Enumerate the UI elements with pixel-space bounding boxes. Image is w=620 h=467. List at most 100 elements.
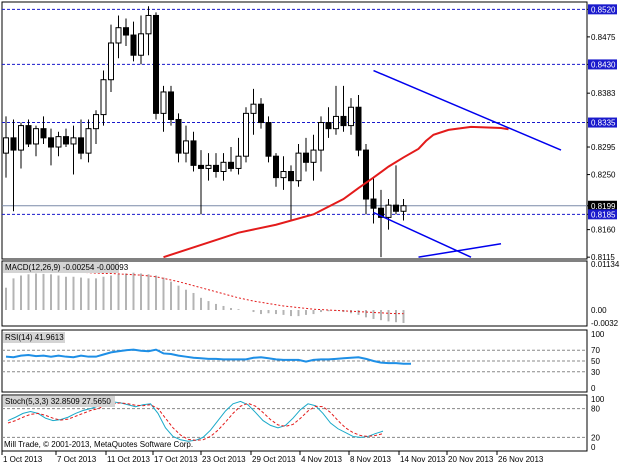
candle-body-bull — [385, 204, 392, 218]
level-price-box — [588, 59, 617, 70]
price-label: 0.8475 — [591, 33, 616, 42]
candle-body-bull — [348, 106, 354, 127]
candle-body-bull — [85, 128, 92, 154]
candle-body-bear — [153, 14, 159, 114]
stoch-axis-label: 80 — [591, 405, 600, 414]
candle — [400, 199, 407, 221]
rsi-axis-label: 50 — [591, 357, 600, 366]
time-label: 11 Oct 2013 — [107, 455, 151, 464]
candle-body-bear — [363, 149, 369, 200]
trend-line[interactable] — [418, 242, 502, 258]
candle-body-bull — [70, 137, 77, 145]
candle — [25, 119, 32, 148]
candle — [205, 153, 212, 181]
candle-body-bear — [78, 137, 84, 154]
rsi-axis-label: 30 — [591, 368, 600, 377]
candle-body-bear — [378, 207, 384, 218]
price-label: 0.8250 — [591, 171, 616, 180]
candle — [3, 116, 9, 178]
candle-body-bear — [273, 155, 279, 179]
candle — [355, 95, 362, 157]
stochastic-panel[interactable] — [2, 400, 587, 442]
candle-body-bull — [295, 152, 302, 182]
candle — [153, 12, 159, 120]
trend-line[interactable] — [373, 69, 562, 151]
candle — [235, 137, 242, 175]
candle — [198, 150, 204, 215]
candle-body-bear — [63, 136, 69, 145]
candle — [85, 119, 92, 163]
price-label: 0.8295 — [591, 143, 616, 152]
candle-body-bull — [138, 33, 144, 56]
candle — [258, 98, 264, 129]
candle — [123, 18, 129, 47]
candle — [228, 147, 234, 172]
candle — [243, 107, 249, 163]
price-panel[interactable] — [2, 6, 587, 259]
stoch-label: Stoch(5,3,3) 32.8509 27.5650 — [5, 397, 111, 406]
time-label: 8 Nov 2013 — [350, 455, 391, 464]
candle-body-bear — [265, 122, 272, 157]
stoch-axis-label: 20 — [591, 433, 600, 442]
price-label: 0.8383 — [591, 89, 616, 98]
macd-label: MACD(12,26,9) -0.00254 -0.00093 — [5, 263, 129, 272]
candle — [303, 137, 309, 172]
candle — [55, 131, 62, 157]
candle — [385, 199, 392, 230]
time-label: 1 Oct 2013 — [3, 455, 43, 464]
trend-line[interactable] — [373, 211, 472, 258]
macd-panel[interactable] — [5, 268, 405, 323]
candle — [333, 85, 339, 135]
candle-body-bull — [235, 155, 242, 169]
stoch-axis-label: 0 — [591, 443, 596, 452]
price-axis: 0.8520 0.8475 0.8430 0.8383 0.8335 0.8295 0.82… — [587, 4, 617, 262]
moving-average-line — [163, 125, 509, 259]
candle — [145, 6, 152, 56]
candle — [213, 153, 219, 178]
stoch-label-box — [3, 396, 115, 407]
candle — [63, 128, 69, 148]
candle — [175, 113, 182, 163]
candle — [183, 125, 189, 163]
macd-signal-line — [5, 268, 404, 315]
candle — [288, 165, 294, 221]
time-label: 23 Oct 2013 — [202, 455, 246, 464]
candle-body-bull — [280, 170, 287, 179]
candle-body-bull — [160, 91, 167, 114]
time-label: 20 Nov 2013 — [448, 455, 494, 464]
candle-body-bear — [228, 161, 234, 169]
time-label: 4 Nov 2013 — [301, 455, 342, 464]
candle — [93, 110, 99, 144]
level-price-box — [588, 4, 617, 15]
rsi-axis-label: 0 — [591, 384, 596, 393]
candle-body-bull — [145, 14, 152, 35]
rsi-panel[interactable] — [2, 348, 587, 373]
candle-body-bear — [258, 103, 264, 124]
price-label: 0.8430 — [591, 60, 616, 69]
candle — [295, 143, 302, 187]
candle — [18, 122, 24, 169]
candle-body-bear — [168, 91, 174, 120]
rsi-label-box — [3, 332, 65, 343]
price-label: 0.8335 — [591, 119, 616, 128]
level-price-box — [588, 209, 617, 220]
macd-axis-label: -0.0032 — [591, 319, 619, 328]
candle-body-bull — [18, 125, 24, 151]
candle — [70, 125, 77, 175]
time-label: 14 Nov 2013 — [400, 455, 446, 464]
rsi-label: RSI(14) 41.9613 — [5, 333, 64, 342]
candle-body-bear — [10, 137, 17, 151]
candle — [265, 116, 272, 163]
time-label: 7 Oct 2013 — [57, 455, 97, 464]
candle-body-bear — [393, 204, 399, 212]
candle-body-bear — [288, 170, 294, 182]
candle-body-bear — [190, 140, 197, 166]
price-label: 0.8160 — [591, 226, 616, 235]
candle — [250, 88, 257, 135]
candle — [370, 177, 377, 224]
level-price-box — [588, 117, 617, 128]
candle — [318, 116, 324, 172]
candle-body-bull — [108, 42, 114, 81]
